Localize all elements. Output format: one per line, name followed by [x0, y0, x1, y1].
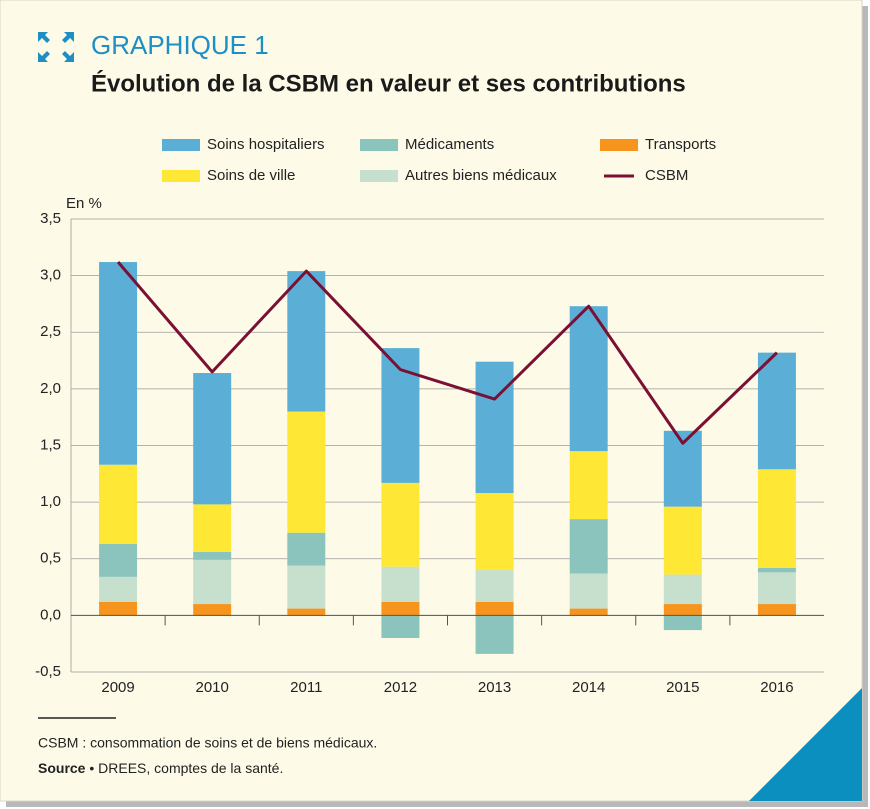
bar-segment: [193, 373, 232, 505]
y-tick-label: -0,5: [35, 663, 61, 680]
bar-segment: [99, 464, 138, 545]
bar-segment: [757, 572, 796, 605]
bar-segment: [757, 604, 796, 616]
bar-segment: [287, 411, 326, 533]
bar-segment: [99, 262, 138, 465]
expand-icon: [38, 32, 74, 62]
legend-swatch: [360, 139, 398, 151]
legend-swatch: [600, 139, 638, 151]
y-tick-label: 1,5: [40, 436, 61, 453]
bar-segment: [569, 451, 608, 520]
bar-segment: [663, 604, 702, 616]
legend-label: Soins hospitaliers: [207, 136, 325, 153]
bar-segment: [475, 601, 514, 616]
bar-segment: [381, 566, 420, 602]
bar-segment: [99, 544, 138, 577]
bar-segment: [569, 519, 608, 574]
bar-segment: [193, 551, 232, 560]
bar-segment: [757, 567, 796, 573]
y-tick-label: 3,5: [40, 210, 61, 227]
bar-segment: [663, 574, 702, 605]
footnote: CSBM : consommation de soins et de biens…: [38, 735, 377, 751]
csbm-line: [116, 261, 778, 445]
y-tick-label: 2,5: [40, 323, 61, 340]
legend-swatch: [162, 170, 200, 182]
bar-segment: [287, 565, 326, 609]
bar-segment: [99, 601, 138, 616]
legend-label: Soins de ville: [207, 167, 295, 184]
bar-segment: [475, 493, 514, 571]
bar-segment: [287, 532, 326, 566]
bar-segment: [287, 271, 326, 412]
bar-segment: [569, 608, 608, 616]
bar-segment: [475, 361, 514, 494]
legend-label: CSBM: [645, 167, 688, 184]
bar-segment: [569, 573, 608, 609]
header-label: GRAPHIQUE 1: [91, 30, 269, 60]
x-tick-label: 2014: [572, 679, 605, 696]
legend-label: Transports: [645, 136, 716, 153]
x-tick-label: 2013: [478, 679, 511, 696]
source: Source • DREES, comptes de la santé.: [38, 760, 283, 776]
bar-segment: [663, 615, 702, 631]
bar-segment: [193, 604, 232, 616]
bar-segment: [663, 506, 702, 575]
bar-segment: [99, 576, 138, 602]
source-text: • DREES, comptes de la santé.: [89, 760, 283, 776]
bar-segment: [193, 504, 232, 552]
y-tick-label: 0,5: [40, 550, 61, 567]
y-axis-label: En %: [66, 195, 102, 212]
legend-label: Médicaments: [405, 136, 494, 153]
bar-segment: [475, 570, 514, 602]
bar-segment: [381, 601, 420, 616]
bar-segment: [757, 352, 796, 470]
y-tick-label: 3,0: [40, 267, 61, 284]
bar-segment: [287, 608, 326, 616]
source-label: Source: [38, 760, 86, 776]
corner-triangle: [749, 688, 862, 801]
x-tick-label: 2012: [384, 679, 417, 696]
legend-label: Autres biens médicaux: [405, 167, 557, 184]
legend-swatch: [162, 139, 200, 151]
bar-segment: [569, 306, 608, 452]
bar-segment: [757, 469, 796, 568]
x-tick-label: 2015: [666, 679, 699, 696]
y-tick-label: 1,0: [40, 493, 61, 510]
x-tick-label: 2011: [290, 679, 322, 696]
legend-swatch: [360, 170, 398, 182]
bar-segment: [193, 559, 232, 605]
y-tick-label: 0,0: [40, 606, 61, 623]
bar-segment: [381, 482, 420, 567]
x-tick-label: 2016: [760, 679, 793, 696]
x-tick-label: 2009: [101, 679, 134, 696]
bar-segment: [381, 615, 420, 639]
x-tick-label: 2010: [196, 679, 229, 696]
chart-title: Évolution de la CSBM en valeur et ses co…: [91, 69, 686, 97]
y-tick-label: 2,0: [40, 380, 61, 397]
bar-segment: [475, 615, 514, 654]
